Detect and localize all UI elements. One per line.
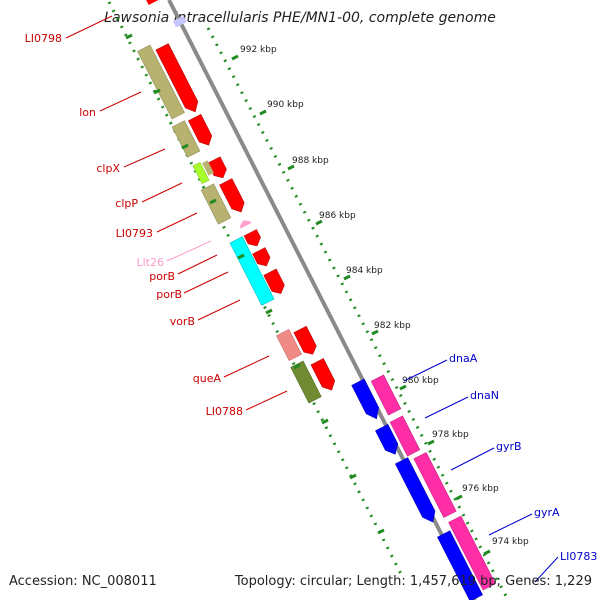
map-title: Lawsonia intracellularis PHE/MN1-00, com… [104, 10, 496, 26]
gene-label-dnaa[interactable]: dnaA [449, 352, 478, 365]
gene-label-porb-2[interactable]: porB [156, 288, 182, 301]
gene-label-li0798[interactable]: LI0798 [25, 32, 62, 45]
gene-clpp-olive[interactable] [202, 160, 214, 176]
accession-text: Accession: NC_008011 [9, 574, 157, 589]
gene-label-dnan[interactable]: dnaN [470, 389, 499, 402]
gene-clpx-olive[interactable] [171, 120, 201, 158]
scale-label: 982 kbp [374, 321, 411, 331]
gene-dnaa-blue[interactable] [351, 378, 383, 422]
gene-porb-2[interactable] [252, 247, 273, 270]
gene-top-lavender[interactable] [172, 15, 187, 28]
gene-labels: LI0798 lon clpX clpP LI0793 Llt26 porB p… [25, 32, 598, 563]
gene-vorb-red[interactable] [263, 268, 287, 297]
gene-quea-red[interactable] [293, 325, 319, 357]
gene-label-li0783[interactable]: LI0783 [560, 550, 597, 563]
topology-text: Topology: circular; Length: 1,457,619 bp… [234, 574, 592, 589]
gene-clpp-lime[interactable] [192, 161, 210, 185]
gene-li0788-red[interactable] [310, 358, 338, 393]
gene-gyra-blue[interactable] [437, 530, 483, 600]
gene-label-gyra[interactable]: gyrA [534, 506, 560, 519]
scale-label: 984 kbp [346, 266, 383, 276]
outer-tick-rail [206, 27, 509, 599]
scale-label: 980 kbp [402, 376, 439, 386]
gene-porb-1[interactable] [243, 229, 263, 249]
gene-gyra-pink[interactable] [448, 515, 496, 591]
gene-clpx[interactable] [188, 114, 215, 148]
gene-lon-olive[interactable] [137, 44, 185, 120]
gene-quea-salmon[interactable] [276, 329, 302, 361]
gene-gyrb-pink[interactable] [413, 452, 457, 518]
gene-label-llt26[interactable]: Llt26 [137, 256, 165, 269]
gene-label-clpx[interactable]: clpX [96, 162, 120, 175]
scale-label: 978 kbp [432, 430, 469, 440]
label-leaders [65, 15, 559, 583]
scale-ticks [231, 54, 491, 556]
scale-label: 990 kbp [267, 100, 304, 110]
gene-li0788-olive[interactable] [290, 360, 322, 404]
gene-li0793-red[interactable] [219, 178, 247, 216]
gene-lon[interactable] [155, 43, 202, 115]
scale-label: 974 kbp [492, 537, 529, 547]
gene-top-red[interactable] [145, 0, 162, 5]
gene-label-quea[interactable]: queA [193, 372, 222, 385]
gene-dnan-pink[interactable] [389, 415, 421, 457]
scale-label: 986 kbp [319, 211, 356, 221]
scale-label: 992 kbp [240, 45, 277, 55]
scale-label: 988 kbp [292, 156, 329, 166]
gene-label-gyrb[interactable]: gyrB [496, 440, 522, 453]
inner-ticks [125, 33, 385, 535]
scale-label: 976 kbp [462, 484, 499, 494]
gene-vorb-cyan[interactable] [229, 236, 275, 306]
gene-label-lon[interactable]: lon [79, 106, 96, 119]
gene-label-porb-1[interactable]: porB [149, 270, 175, 283]
gene-llt26[interactable] [238, 218, 252, 229]
gene-clpp[interactable] [207, 156, 230, 181]
gene-label-vorb[interactable]: vorB [170, 315, 195, 328]
gene-li0793-olive[interactable] [200, 183, 232, 225]
gene-dnaa-pink[interactable] [370, 374, 402, 416]
scale-labels: 992 kbp 990 kbp 988 kbp 986 kbp 984 kbp … [240, 45, 529, 547]
gene-dnan-blue[interactable] [375, 424, 401, 457]
gene-gyrb-blue[interactable] [394, 457, 439, 526]
gene-label-clpp[interactable]: clpP [115, 197, 138, 210]
gene-label-li0788[interactable]: LI0788 [206, 405, 243, 418]
gene-label-li0793[interactable]: LI0793 [116, 227, 153, 240]
